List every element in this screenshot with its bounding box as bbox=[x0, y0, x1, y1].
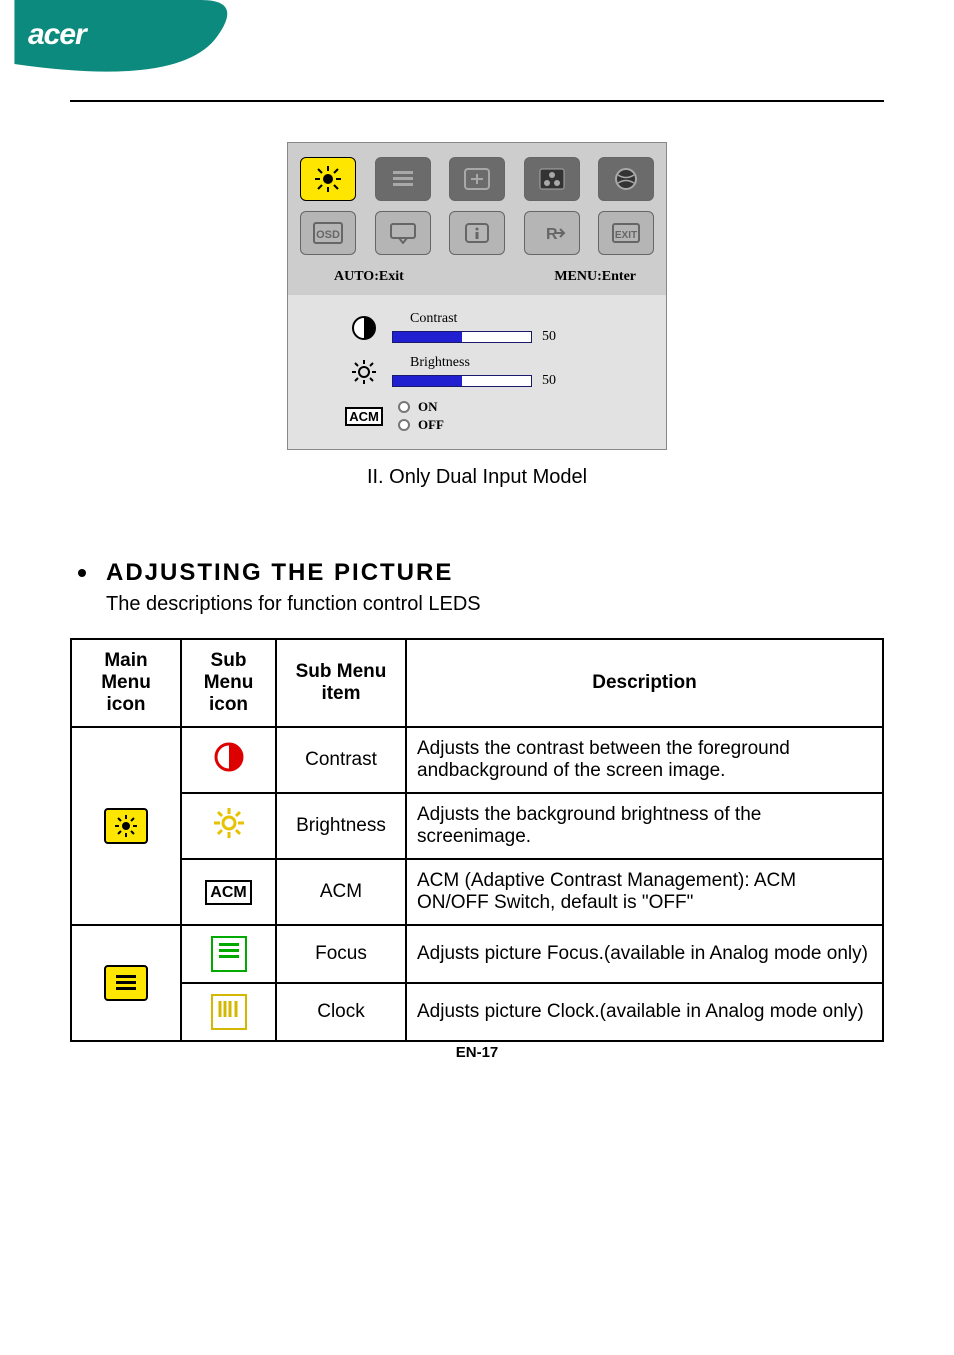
osd-row-1 bbox=[300, 157, 654, 201]
table-row: Focus Adjusts picture Focus.(available i… bbox=[71, 925, 883, 983]
svg-text:EXIT: EXIT bbox=[615, 230, 637, 241]
sub-item-cell: Focus bbox=[276, 925, 406, 983]
acm-off-label: OFF bbox=[418, 417, 444, 433]
sub-icon-cell bbox=[181, 727, 276, 793]
sun-icon bbox=[212, 806, 246, 840]
desc-cell: ACM (Adaptive Contrast Management): ACM … bbox=[406, 859, 883, 925]
acm-on-label: ON bbox=[418, 399, 438, 415]
desc-cell: Adjusts the contrast between the foregro… bbox=[406, 727, 883, 793]
sub-item-cell: Clock bbox=[276, 983, 406, 1041]
figure-caption: II. Only Dual Input Model bbox=[70, 466, 884, 489]
osd-item-acm: ACM ON OFF bbox=[348, 399, 646, 433]
acm-icon: ACM bbox=[205, 880, 251, 905]
sub-item-cell: ACM bbox=[276, 859, 406, 925]
bullet-icon bbox=[78, 569, 86, 577]
th-sub-icon: Sub Menu icon bbox=[181, 639, 276, 727]
section-title: ADJUSTING THE PICTURE bbox=[106, 559, 481, 587]
svg-text:R: R bbox=[546, 226, 558, 243]
osd-top: OSD bbox=[288, 143, 666, 295]
table-row: Brightness Adjusts the background bright… bbox=[71, 793, 883, 859]
sub-icon-cell: ACM bbox=[181, 859, 276, 925]
osd-item-contrast: Contrast 50 bbox=[348, 311, 646, 345]
osd-label-auto: AUTO:Exit bbox=[334, 269, 404, 285]
brightness-icon bbox=[104, 808, 148, 844]
info-icon bbox=[464, 222, 490, 244]
contrast-label: Contrast bbox=[392, 311, 646, 327]
brightness-label: Brightness bbox=[392, 355, 646, 371]
focus-icon bbox=[211, 936, 247, 972]
globe-icon bbox=[613, 166, 639, 192]
osd-item-brightness: Brightness 50 bbox=[348, 355, 646, 389]
desc-cell: Adjusts picture Focus.(available in Anal… bbox=[406, 925, 883, 983]
sub-item-cell: Contrast bbox=[276, 727, 406, 793]
section-subtitle: The descriptions for function control LE… bbox=[106, 593, 481, 616]
osd-bottom: Contrast 50 Brightness bbox=[288, 295, 666, 449]
osd-btn-list[interactable] bbox=[375, 157, 431, 201]
clock-icon bbox=[211, 994, 247, 1030]
desc-cell: Adjusts picture Clock.(available in Anal… bbox=[406, 983, 883, 1041]
osd-btn-brightness[interactable] bbox=[300, 157, 356, 201]
table-row: Contrast Adjusts the contrast between th… bbox=[71, 727, 883, 793]
th-main-icon: Main Menu icon bbox=[71, 639, 181, 727]
horizontal-rule bbox=[70, 100, 884, 102]
osd-text-icon: OSD bbox=[313, 222, 343, 244]
sub-icon-cell bbox=[181, 793, 276, 859]
contrast-icon bbox=[348, 312, 380, 344]
brightness-icon bbox=[313, 164, 343, 194]
osd-panel: OSD bbox=[287, 142, 667, 450]
table-row: ACM ACM ACM (Adaptive Contrast Managemen… bbox=[71, 859, 883, 925]
reset-icon: R bbox=[537, 222, 567, 244]
sub-icon-cell bbox=[181, 983, 276, 1041]
brightness-value: 50 bbox=[542, 373, 556, 389]
keyboard-icon bbox=[389, 222, 417, 244]
osd-btn-info[interactable] bbox=[449, 211, 505, 255]
contrast-slider[interactable] bbox=[392, 331, 532, 343]
exit-icon: EXIT bbox=[611, 222, 641, 244]
osd-row-2: OSD bbox=[300, 211, 654, 255]
osd-btn-exit[interactable]: EXIT bbox=[598, 211, 654, 255]
contrast-value: 50 bbox=[542, 329, 556, 345]
radio-icon bbox=[398, 419, 410, 431]
radio-icon bbox=[398, 401, 410, 413]
colors-icon bbox=[538, 167, 566, 191]
osd-btn-globe[interactable] bbox=[598, 157, 654, 201]
list-icon bbox=[390, 168, 416, 190]
acm-icon: ACM bbox=[348, 400, 380, 432]
desc-cell: Adjusts the background brightness of the… bbox=[406, 793, 883, 859]
table-row: Clock Adjusts picture Clock.(available i… bbox=[71, 983, 883, 1041]
list-icon bbox=[104, 965, 148, 1001]
main-icon-cell bbox=[71, 727, 181, 925]
position-icon bbox=[463, 167, 491, 191]
sub-item-cell: Brightness bbox=[276, 793, 406, 859]
svg-text:OSD: OSD bbox=[316, 229, 340, 241]
osd-btn-reset[interactable]: R bbox=[524, 211, 580, 255]
page-footer: EN-17 bbox=[70, 1044, 884, 1061]
osd-btn-keyboard[interactable] bbox=[375, 211, 431, 255]
acm-on-option[interactable]: ON bbox=[398, 399, 444, 415]
sun-icon bbox=[348, 356, 380, 388]
sub-icon-cell bbox=[181, 925, 276, 983]
contrast-icon bbox=[212, 740, 246, 774]
osd-btn-osd[interactable]: OSD bbox=[300, 211, 356, 255]
osd-btn-position[interactable] bbox=[449, 157, 505, 201]
description-table: Main Menu icon Sub Menu icon Sub Menu it… bbox=[70, 638, 884, 1042]
main-icon-cell bbox=[71, 925, 181, 1041]
th-description: Description bbox=[406, 639, 883, 727]
brightness-slider[interactable] bbox=[392, 375, 532, 387]
osd-label-menu: MENU:Enter bbox=[554, 269, 636, 285]
th-sub-item: Sub Menu item bbox=[276, 639, 406, 727]
acm-off-option[interactable]: OFF bbox=[398, 417, 444, 433]
osd-btn-colors[interactable] bbox=[524, 157, 580, 201]
